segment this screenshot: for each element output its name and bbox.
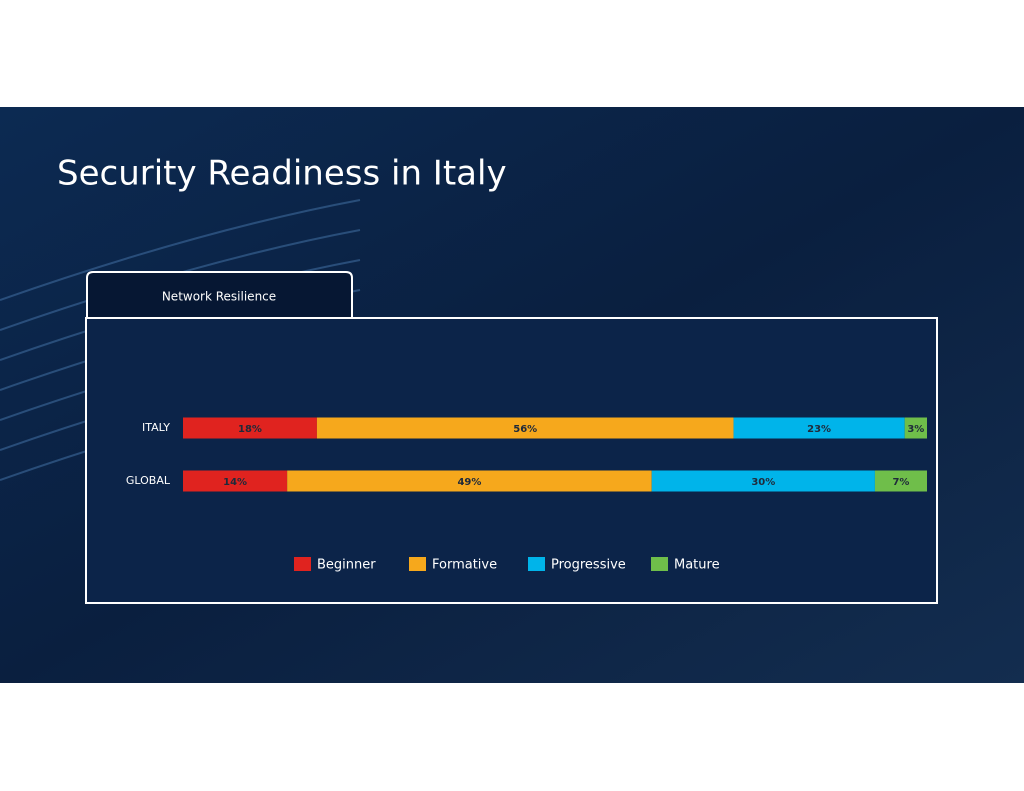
bar-segment — [183, 417, 317, 439]
value-label: 3% — [907, 424, 924, 435]
legend-swatch — [651, 557, 668, 571]
value-label: 14% — [223, 477, 247, 488]
plot: ITALY 18% 56% 23% 3% GLOBAL 14% 49% 30% 7% Beginne… — [126, 417, 927, 573]
legend-label: Beginner — [317, 558, 376, 573]
legend-label: Formative — [432, 558, 497, 573]
value-label: 23% — [807, 424, 831, 435]
bar-segment — [651, 470, 875, 492]
bar-segment — [904, 417, 927, 439]
value-label: 56% — [513, 424, 537, 435]
bar-segment — [874, 470, 927, 492]
bar-segment — [733, 417, 905, 439]
tab — [86, 271, 353, 318]
legend-swatch — [409, 557, 426, 571]
legend-label: Mature — [674, 558, 720, 573]
slide-title: Security Readiness in Italy — [57, 154, 507, 194]
value-label: 49% — [457, 477, 481, 488]
legend-swatch — [528, 557, 545, 571]
bar-segment — [316, 417, 734, 439]
bar-segment — [183, 470, 288, 492]
legend-label: Progressive — [551, 558, 626, 573]
chart-subtitle: Network Resilience — [162, 290, 276, 304]
legend-swatch — [294, 557, 311, 571]
category-label: ITALY — [142, 421, 170, 434]
bar-segment — [287, 470, 652, 492]
value-label: 30% — [751, 477, 775, 488]
chart-panel — [85, 317, 938, 604]
value-label: 7% — [892, 477, 909, 488]
value-label: 18% — [238, 424, 262, 435]
category-label: GLOBAL — [126, 474, 171, 487]
